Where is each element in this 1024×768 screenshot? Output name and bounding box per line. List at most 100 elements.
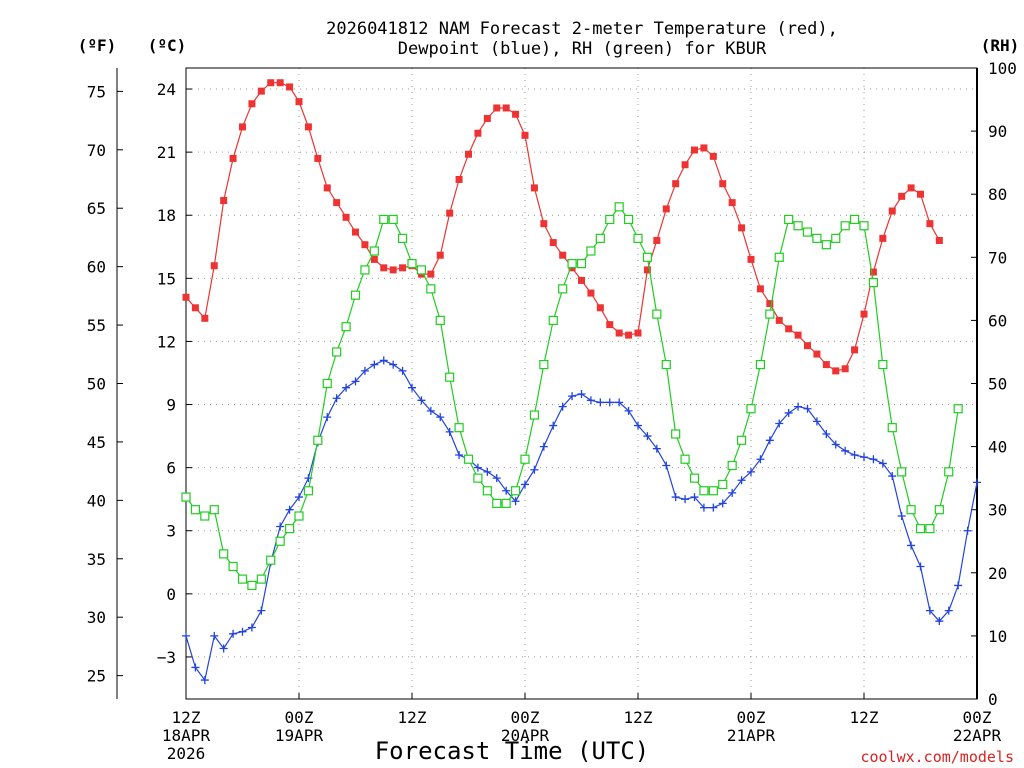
rh-tick-label: 90 — [988, 122, 1007, 141]
dewpoint-point — [351, 377, 360, 386]
temperature-point — [917, 190, 924, 198]
temperature-point — [785, 325, 793, 333]
x-axis-title: Forecast Time (UTC) — [375, 737, 650, 765]
celsius-tick-label: 0 — [166, 585, 176, 604]
temperature-point — [662, 205, 670, 213]
dewpoint-point — [615, 398, 624, 407]
temperature-point — [352, 228, 359, 236]
temperature-point — [709, 152, 717, 160]
rh-point — [529, 410, 540, 420]
dewpoint-point — [963, 526, 972, 535]
rh-tick-label: 0 — [988, 690, 998, 709]
rh-point — [341, 322, 351, 332]
rh-point — [473, 473, 483, 483]
temperature-point — [935, 236, 943, 244]
rh-point — [284, 524, 295, 534]
temperature-point — [446, 209, 454, 217]
fahrenheit-tick-label: 60 — [87, 258, 106, 277]
rh-point — [200, 511, 210, 521]
rh-point — [209, 505, 219, 515]
dewpoint-point — [737, 476, 746, 485]
dewpoint-point — [709, 503, 718, 512]
temperature-point — [380, 264, 388, 272]
celsius-tick-label: 24 — [157, 80, 176, 99]
temperature-point — [907, 184, 915, 192]
dewpoint-point — [756, 455, 765, 464]
dewpoint-point — [502, 486, 511, 495]
fahrenheit-tick-label: 35 — [87, 550, 106, 569]
temperature-point — [653, 236, 661, 244]
time-tick-label: 00Z 22APR — [953, 708, 1002, 745]
rh-point — [953, 404, 963, 414]
dewpoint-point — [558, 402, 567, 411]
temperature-point — [201, 314, 209, 322]
plot-frame — [185, 67, 978, 700]
dewpoint-point — [332, 394, 341, 403]
temperature-point — [474, 129, 482, 137]
time-tick-label-line: 12Z — [624, 708, 653, 727]
rh-point — [906, 505, 916, 515]
temperature-point — [860, 310, 868, 318]
rh-point — [746, 404, 756, 414]
time-tick-label-line: 00Z — [963, 708, 992, 727]
dewpoint-point — [210, 631, 219, 640]
rh-point — [878, 359, 888, 370]
rh-point — [360, 265, 370, 275]
dewpoint-point — [276, 522, 285, 531]
temperature-point — [766, 300, 774, 308]
dewpoint-point — [379, 356, 388, 365]
temperature-point — [719, 180, 727, 188]
rh-point — [944, 467, 954, 477]
fahrenheit-tick-label: 25 — [87, 667, 106, 686]
rh-point — [539, 359, 549, 370]
fahrenheit-tick-label: 50 — [87, 375, 106, 394]
dewpoint-point — [492, 474, 501, 483]
rh-point — [407, 259, 417, 269]
temperature-point — [634, 329, 642, 337]
temperature-point — [898, 192, 906, 200]
rh-point — [821, 240, 831, 250]
dewpoint-point — [973, 478, 981, 487]
temperature-point — [342, 213, 350, 221]
celsius-tick-label: 9 — [166, 396, 176, 415]
rh-point — [303, 486, 314, 496]
dewpoint-point — [878, 459, 887, 468]
dewpoint-point — [690, 493, 699, 502]
rh-point — [266, 555, 276, 565]
rh-point — [605, 214, 615, 225]
credit-text: coolwx.com/models — [860, 748, 1014, 766]
rh-point — [313, 435, 323, 445]
dewpoint-point — [426, 406, 435, 415]
temperature-point — [540, 220, 548, 228]
rh-point — [699, 486, 709, 496]
temperature-point — [832, 367, 840, 375]
dewpoint-point — [841, 446, 850, 455]
rh-point — [623, 214, 634, 225]
rh-point — [435, 315, 445, 325]
rh-point — [595, 233, 605, 243]
temperature-point — [465, 150, 472, 158]
rh-point — [633, 233, 643, 243]
dewpoint-point — [822, 429, 831, 438]
temperature-point — [578, 276, 585, 284]
rh-unit-label: (RH) — [981, 36, 1020, 55]
time-tick-label-line: 00Z — [285, 708, 314, 727]
rh-axis: 0 10 20 30 40 50 60 70 80 90 100 — [971, 59, 1017, 709]
rh-point — [501, 498, 511, 508]
dewpoint-point — [417, 396, 426, 405]
rh-point — [219, 549, 229, 559]
rh-point — [247, 580, 257, 591]
dewpoint-point — [473, 463, 482, 472]
rh-point — [708, 486, 718, 496]
rh-point — [567, 259, 577, 269]
temperature-point — [493, 104, 501, 112]
temperature-point — [926, 220, 934, 228]
temperature-point — [587, 289, 595, 297]
temperature-point — [314, 154, 322, 162]
chart-title-line-2: Dewpoint (blue), RH (green) for KBUR — [398, 39, 767, 59]
temperature-point — [248, 100, 256, 108]
rh-point — [454, 423, 464, 433]
dewpoint-point — [765, 436, 774, 445]
